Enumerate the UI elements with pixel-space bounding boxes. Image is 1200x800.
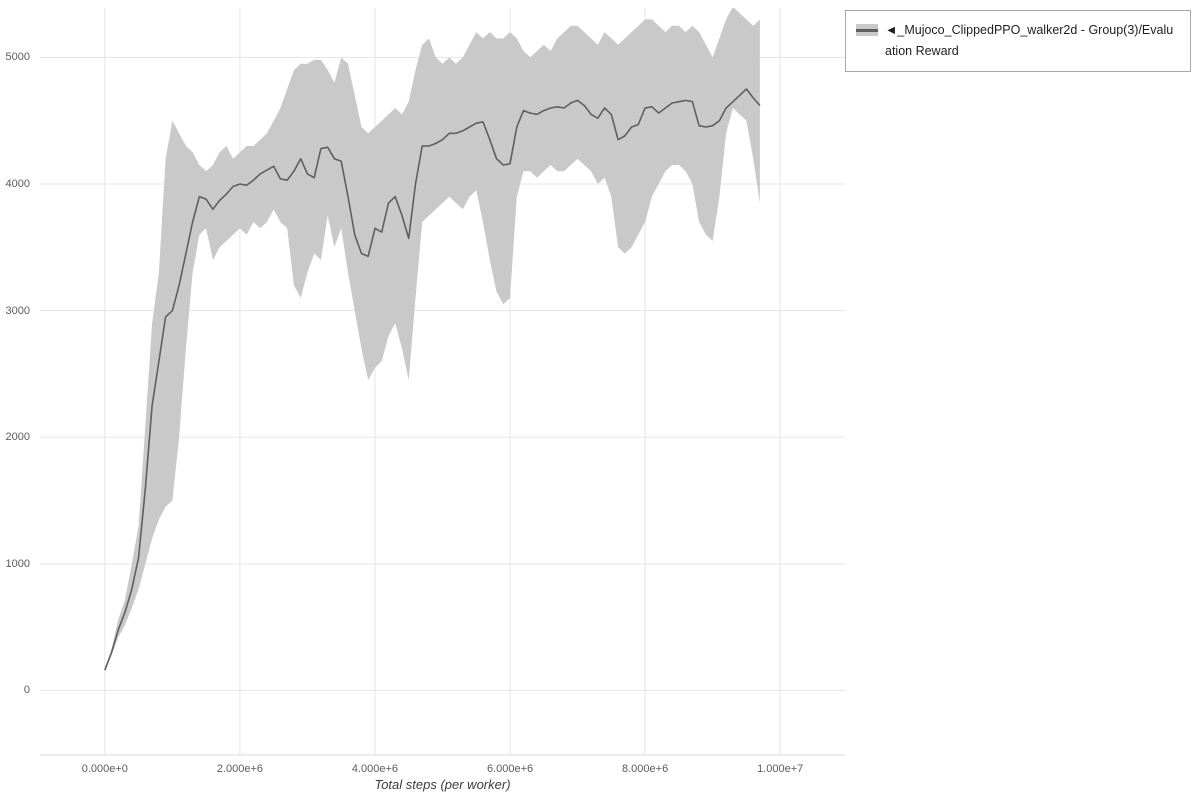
confidence-band <box>104 8 760 672</box>
legend-line-swatch <box>856 29 878 32</box>
legend-band-swatch <box>856 24 878 36</box>
mean-line <box>104 88 761 671</box>
legend[interactable]: ◄_Mujoco_ClippedPPO_walker2d - Group(3)/… <box>845 10 1191 72</box>
legend-label: ◄_Mujoco_ClippedPPO_walker2d - Group(3)/… <box>885 23 1174 58</box>
x-axis-label: Total steps (per worker) <box>374 777 511 792</box>
